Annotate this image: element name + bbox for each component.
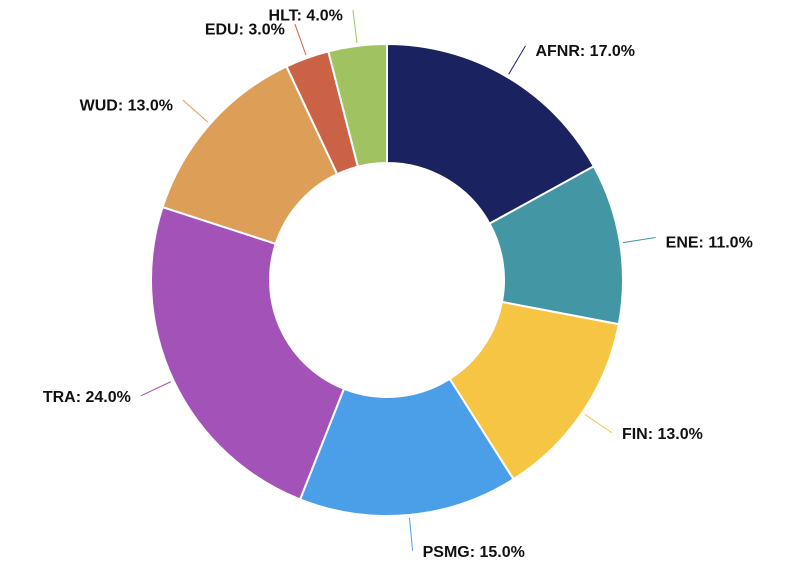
leader-line xyxy=(182,99,209,123)
data-label: FIN: 13.0% xyxy=(622,426,703,443)
leader-line xyxy=(408,517,414,551)
donut-slice xyxy=(448,300,620,481)
data-label: WUD: 13.0% xyxy=(80,97,173,114)
data-label: HLT: 4.0% xyxy=(269,7,343,24)
donut-slice xyxy=(298,377,515,517)
leader-line xyxy=(508,45,526,75)
data-label: ENE: 11.0% xyxy=(666,235,753,252)
leader-line xyxy=(584,413,613,434)
leader-line xyxy=(622,236,656,244)
data-label: TRA: 24.0% xyxy=(43,389,131,406)
donut-slice xyxy=(327,42,388,168)
data-label: PSMG: 15.0% xyxy=(423,544,525,561)
donut-slice xyxy=(150,205,346,501)
donut-slice xyxy=(161,65,339,246)
donut-slice xyxy=(386,42,596,225)
data-label: EDU: 3.0% xyxy=(205,21,285,38)
leader-line xyxy=(352,10,358,43)
leader-line xyxy=(294,23,307,56)
data-label: AFNR: 17.0% xyxy=(535,43,635,60)
leader-line xyxy=(140,381,171,397)
